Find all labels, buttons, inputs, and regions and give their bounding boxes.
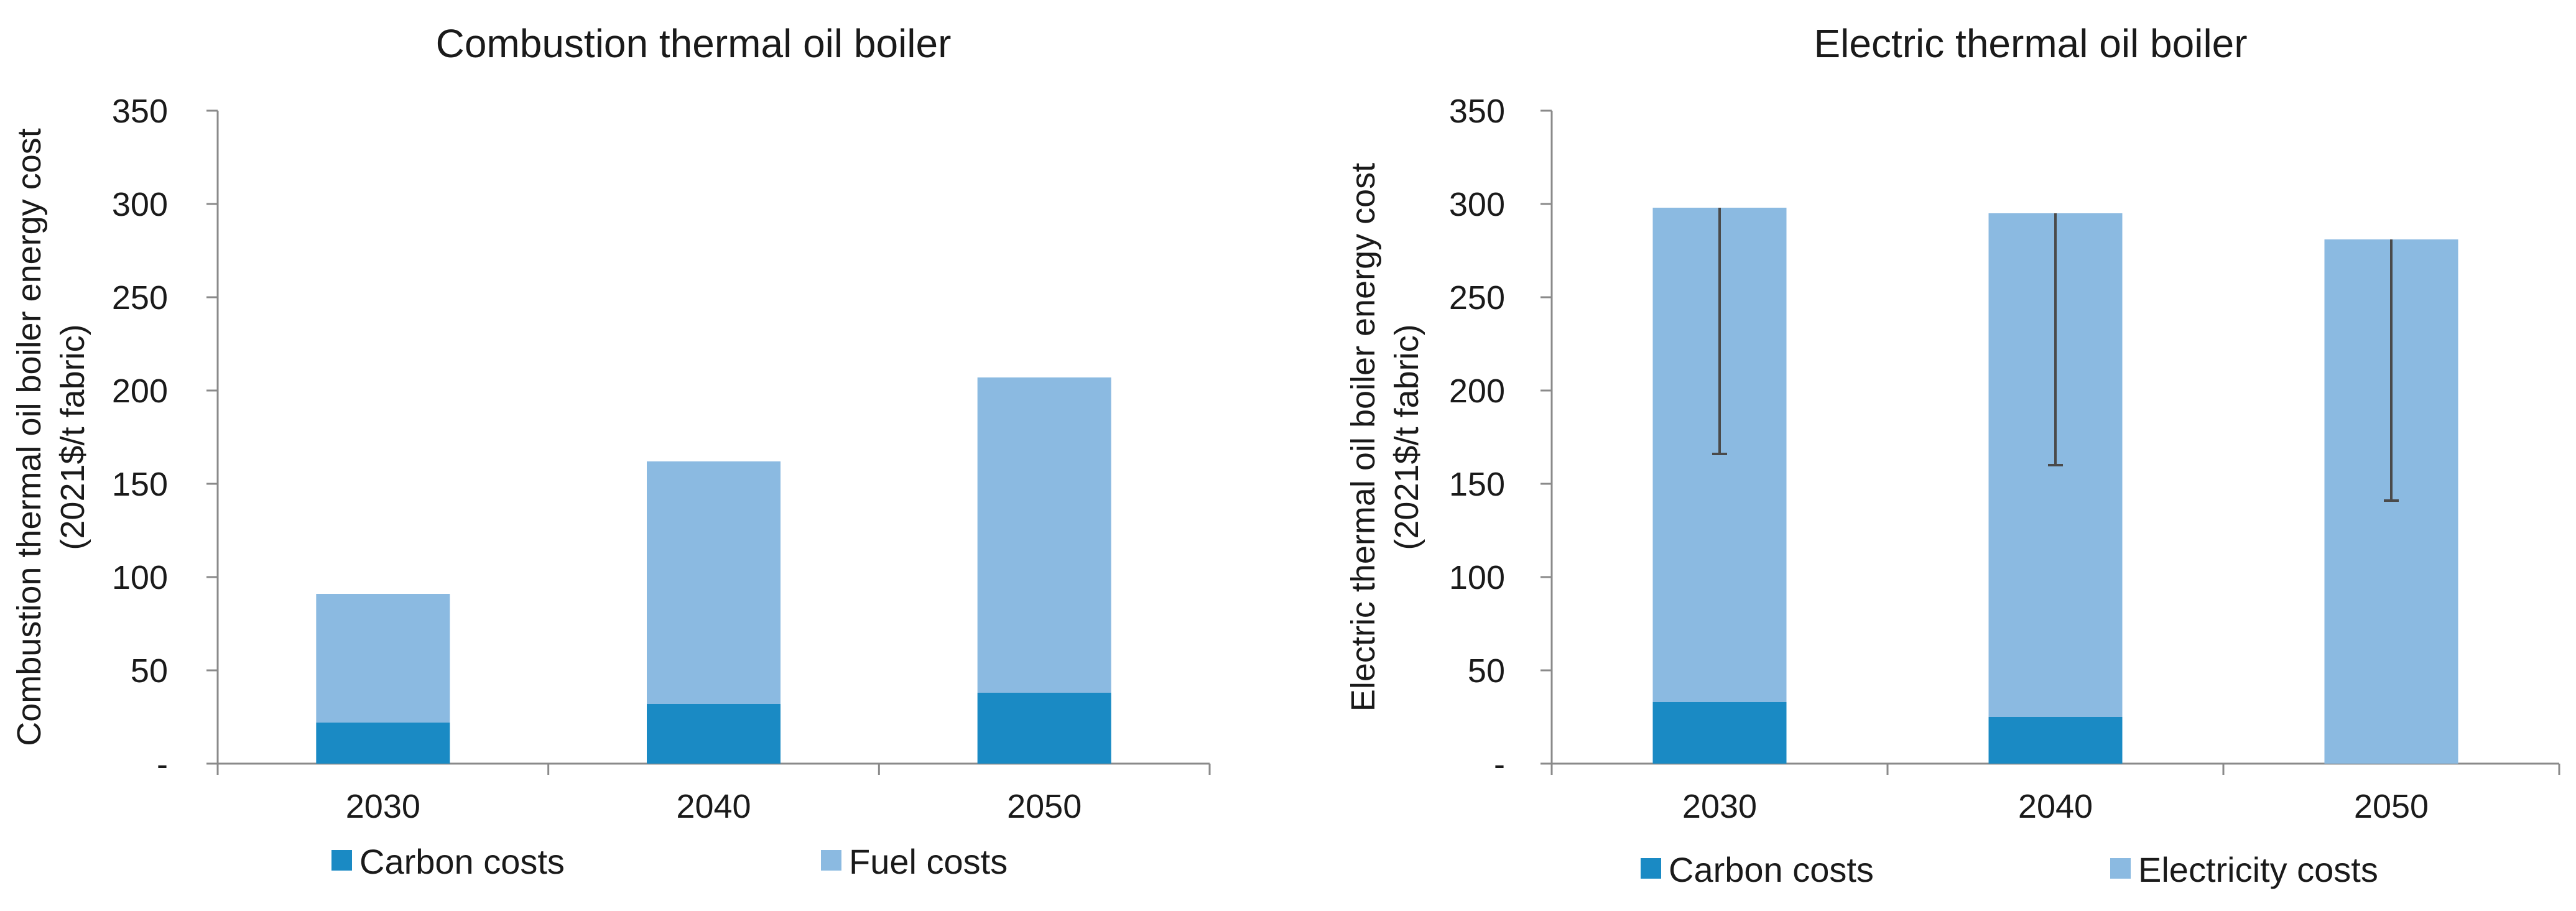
x-tick-label: 2050	[1007, 788, 1082, 825]
y-tick-label: 200	[1449, 372, 1505, 410]
bar-carbon-costs-2030	[316, 723, 450, 764]
x-tick-label: 2030	[1682, 788, 1757, 825]
legend-swatch-fuel-costs	[821, 850, 841, 871]
legend-label-fuel-costs: Fuel costs	[849, 842, 1008, 881]
y-tick-label: 100	[1449, 559, 1505, 596]
bar-fuel-costs-2050	[977, 377, 1111, 693]
legend-label-carbon-costs: Carbon costs	[359, 842, 565, 881]
y-tick-label: 150	[112, 466, 168, 503]
y-axis-label-line: Electric thermal oil boiler energy cost	[1345, 163, 1382, 711]
y-tick-label: 250	[112, 279, 168, 317]
legend-label-electricity-costs: Electricity costs	[2138, 850, 2378, 889]
bar-fuel-costs-2030	[316, 594, 450, 723]
legend-swatch-electricity-costs	[2110, 858, 2131, 879]
y-tick-label: -	[157, 746, 168, 783]
combustion-boiler-chart: Combustion thermal oil boiler Combustion …	[11, 21, 1211, 881]
y-tick-label: 50	[1468, 652, 1505, 690]
chart-title: Combustion thermal oil boiler	[436, 21, 952, 66]
bar-carbon-costs-2040	[647, 704, 781, 764]
y-tick-label: 300	[112, 186, 168, 223]
y-tick-label: 350	[1449, 93, 1505, 130]
electric-boiler-chart: Electric thermal oil boiler Electric ther…	[1345, 21, 2560, 889]
bar-fuel-costs-2040	[647, 461, 781, 704]
y-tick-label: 150	[1449, 466, 1505, 503]
y-axis-label-line: (2021$/t fabric)	[1388, 324, 1425, 550]
y-tick-label: -	[1494, 746, 1505, 783]
y-axis-label-line: (2021$/t fabric)	[54, 324, 91, 550]
y-tick-label: 200	[112, 372, 168, 410]
x-tick-label: 2050	[2354, 788, 2429, 825]
x-tick-label: 2040	[676, 788, 751, 825]
y-tick-label: 50	[131, 652, 168, 690]
y-tick-label: 350	[112, 93, 168, 130]
x-tick-label: 2040	[2018, 788, 2093, 825]
y-tick-label: 250	[1449, 279, 1505, 317]
legend-swatch-carbon-costs	[1641, 858, 1661, 879]
y-tick-label: 100	[112, 559, 168, 596]
bar-carbon-costs-2030	[1652, 702, 1787, 764]
legend-swatch-carbon-costs	[331, 850, 352, 871]
chart-title: Electric thermal oil boiler	[1814, 21, 2247, 66]
y-tick-label: 300	[1449, 186, 1505, 223]
bar-carbon-costs-2040	[1988, 717, 2123, 764]
legend-label-carbon-costs: Carbon costs	[1669, 850, 1874, 889]
x-tick-label: 2030	[346, 788, 420, 825]
y-axis-label-line: Combustion thermal oil boiler energy cos…	[11, 128, 48, 746]
bar-carbon-costs-2050	[977, 693, 1111, 764]
